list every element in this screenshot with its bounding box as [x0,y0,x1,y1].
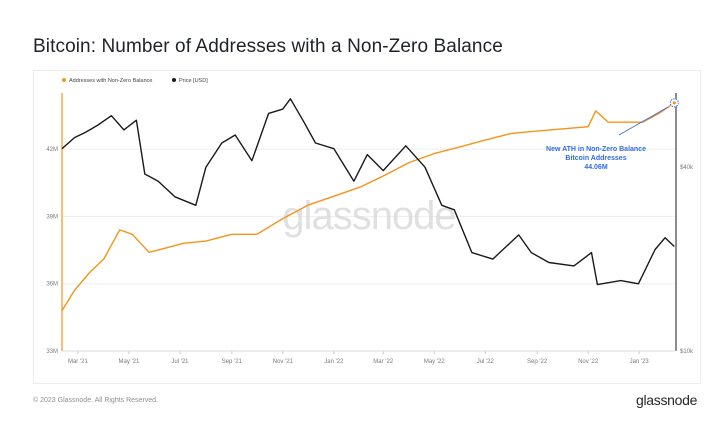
x-tick-label: Mar '22 [373,359,393,365]
chart-card: 33M 36M 39M 42M $10k $40k Mar '21 May '21 Jul '2… [33,70,701,384]
series-line-price [61,98,675,286]
series-line-addresses [61,102,675,311]
annotation-text: New ATH in Non-Zero Balance [546,146,646,153]
x-tick-label: Nov '21 [273,359,294,365]
x-tick-label: May '21 [119,359,140,365]
x-tick-label: Jul '21 [171,359,189,365]
glassnode-logo[interactable]: glassnode [636,392,698,408]
annotation-text: Bitcoin Addresses [565,155,626,162]
y-left-tick-label: 39M [46,214,58,220]
y-left-tick-label: 42M [46,147,58,153]
y-right-tick-label: $10k [680,349,694,355]
x-tick-label: Jul '22 [477,359,495,365]
legend-label: Price [USD] [179,78,208,84]
x-tick-label: Jan '22 [324,359,344,365]
x-tick-label: Sep '21 [222,359,243,365]
ath-point [672,101,676,105]
annotation-text: 44.06M [584,164,608,171]
x-tick-label: Jan '23 [630,359,650,365]
legend-label: Addresses with Non-Zero Balance [69,78,152,84]
annotation-arrow [618,106,669,136]
watermark-text: glassnode [282,194,455,238]
legend-swatch [62,78,66,82]
x-tick-label: Mar '21 [68,359,88,365]
x-tick-label: May '22 [424,359,445,365]
x-tick-label: Sep '22 [527,359,548,365]
y-right-tick-label: $40k [680,165,694,171]
x-tick-label: Nov '22 [578,359,599,365]
chart-svg: 33M 36M 39M 42M $10k $40k Mar '21 May '21 Jul '2… [46,78,694,365]
y-left-tick-label: 33M [46,349,58,355]
copyright-text: © 2023 Glassnode. All Rights Reserved. [33,397,159,404]
legend-swatch [172,78,176,82]
chart-title: Bitcoin: Number of Addresses with a Non-… [33,36,503,57]
y-left-tick-label: 36M [46,282,58,288]
